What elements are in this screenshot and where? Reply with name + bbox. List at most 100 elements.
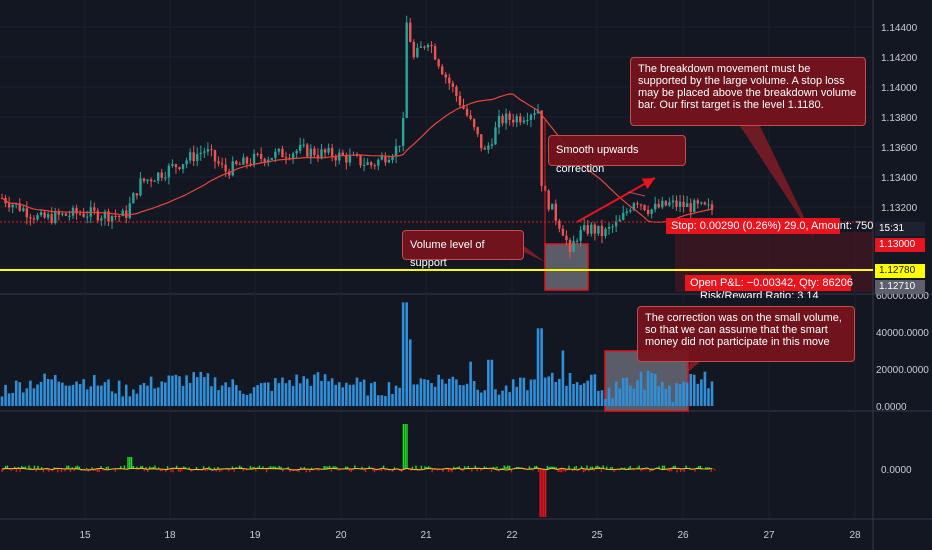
volume-bar: [707, 388, 710, 406]
candle-body: [391, 156, 394, 160]
volume-bar: [242, 393, 245, 406]
volume-bar: [75, 381, 78, 406]
volume-tick-label: 40000.0000: [876, 328, 929, 339]
volume-bar: [643, 389, 646, 406]
volume-bar: [550, 372, 554, 406]
candle-body: [121, 210, 124, 217]
candle-body: [469, 115, 472, 119]
price-tick-label: 1.14200: [881, 53, 918, 64]
candle-body: [401, 118, 405, 146]
candle-body: [86, 216, 89, 218]
volume-bar: [259, 383, 263, 406]
candle-body: [135, 193, 139, 196]
volume-bar: [274, 378, 277, 406]
candlestick-series: [0, 15, 714, 259]
candle-body: [444, 74, 447, 78]
support-label[interactable]: Volume level of support: [402, 230, 524, 269]
volume-bar: [682, 381, 685, 406]
candle-body: [18, 203, 21, 211]
volume-bar: [362, 379, 366, 406]
candle-body: [330, 148, 334, 158]
volume-bar: [611, 398, 614, 406]
volume-bar: [185, 375, 188, 406]
candle-body: [281, 148, 284, 158]
correction-arrow: [576, 177, 656, 223]
volume-bar: [419, 378, 423, 406]
candle-body: [345, 155, 348, 163]
candle-body: [409, 22, 412, 42]
indicator-histogram: [1, 424, 716, 517]
candle-body: [125, 210, 128, 218]
volume-bar: [110, 391, 114, 406]
level-lines: [0, 120, 873, 271]
volume-bar: [288, 380, 291, 406]
candle-body: [433, 46, 437, 60]
volume-bar: [597, 390, 600, 406]
correction-label[interactable]: Smooth upwards correction: [548, 135, 686, 175]
price-tick-label: 1.13400: [881, 173, 918, 184]
volume-bar: [515, 386, 519, 406]
candle-body: [132, 193, 135, 204]
volume-bar: [341, 387, 345, 406]
volume-bar: [132, 389, 135, 406]
candle-body: [650, 209, 653, 214]
volume-bar: [646, 370, 650, 406]
breakdown-note[interactable]: The breakdown movement must be supported…: [630, 57, 866, 126]
candle-body: [558, 220, 561, 229]
candle-body: [465, 108, 469, 116]
volume-bar: [590, 374, 593, 406]
pnl-pill[interactable]: Open P&L: −0.00342, Qty: 86206: [685, 275, 853, 291]
annotation-arrows: [524, 126, 815, 372]
volume-bar: [178, 376, 181, 406]
volume-bar: [249, 393, 252, 406]
candle-body: [171, 164, 174, 166]
price-tag-gray: 1.12710: [875, 280, 925, 294]
candle-body: [600, 225, 604, 237]
moving-average-line: [1, 93, 713, 223]
correction-label-text: Smooth upwards correction: [556, 144, 639, 175]
price-tag-gray-text: 1.12710: [879, 281, 916, 292]
volume-bar: [547, 376, 550, 406]
stop-pill[interactable]: Stop: 0.00290 (0.26%) 29.0, Amount: 750: [666, 218, 873, 234]
x-tick-label: 26: [677, 530, 689, 541]
candle-body: [504, 113, 508, 124]
volume-bar: [210, 386, 213, 406]
candle-body: [614, 221, 618, 227]
candle-body: [689, 203, 692, 212]
x-tick-label: 19: [249, 530, 261, 541]
candle-body: [370, 162, 373, 166]
candle-body: [519, 116, 522, 123]
volume-bar: [245, 395, 249, 406]
candle-body: [338, 152, 341, 161]
candle-body: [178, 167, 181, 170]
volume-bar: [199, 371, 203, 406]
volume-bar: [426, 379, 430, 406]
volume-bar: [306, 378, 309, 406]
x-tick-label: 22: [506, 530, 518, 541]
candle-body: [7, 203, 11, 208]
small-volume-note[interactable]: The correction was on the small volume, …: [637, 306, 855, 362]
candle-body: [36, 215, 39, 220]
small-volume-note-text: The correction was on the small volume, …: [645, 312, 842, 348]
candle-body: [61, 213, 64, 215]
x-tick-label: 20: [335, 530, 347, 541]
candle-body: [703, 202, 707, 205]
volume-bar: [39, 381, 43, 406]
candle-body: [231, 161, 234, 176]
candle-body: [157, 172, 160, 181]
candle-body: [93, 207, 96, 211]
volume-bar: [458, 384, 462, 406]
candle-body: [583, 225, 586, 231]
volume-bar: [692, 374, 696, 406]
countdown-tag: 15:31: [875, 222, 925, 236]
x-tick-label: 21: [420, 530, 432, 541]
volume-bar: [121, 396, 124, 406]
candle-body: [366, 162, 369, 165]
volume-bar: [614, 381, 618, 406]
candle-body: [263, 158, 266, 163]
candle-body: [270, 157, 273, 160]
volume-bar: [433, 386, 437, 406]
price-tag-yellow: 1.12780: [875, 264, 925, 278]
volume-bar: [114, 393, 117, 406]
volume-bar: [710, 381, 714, 406]
